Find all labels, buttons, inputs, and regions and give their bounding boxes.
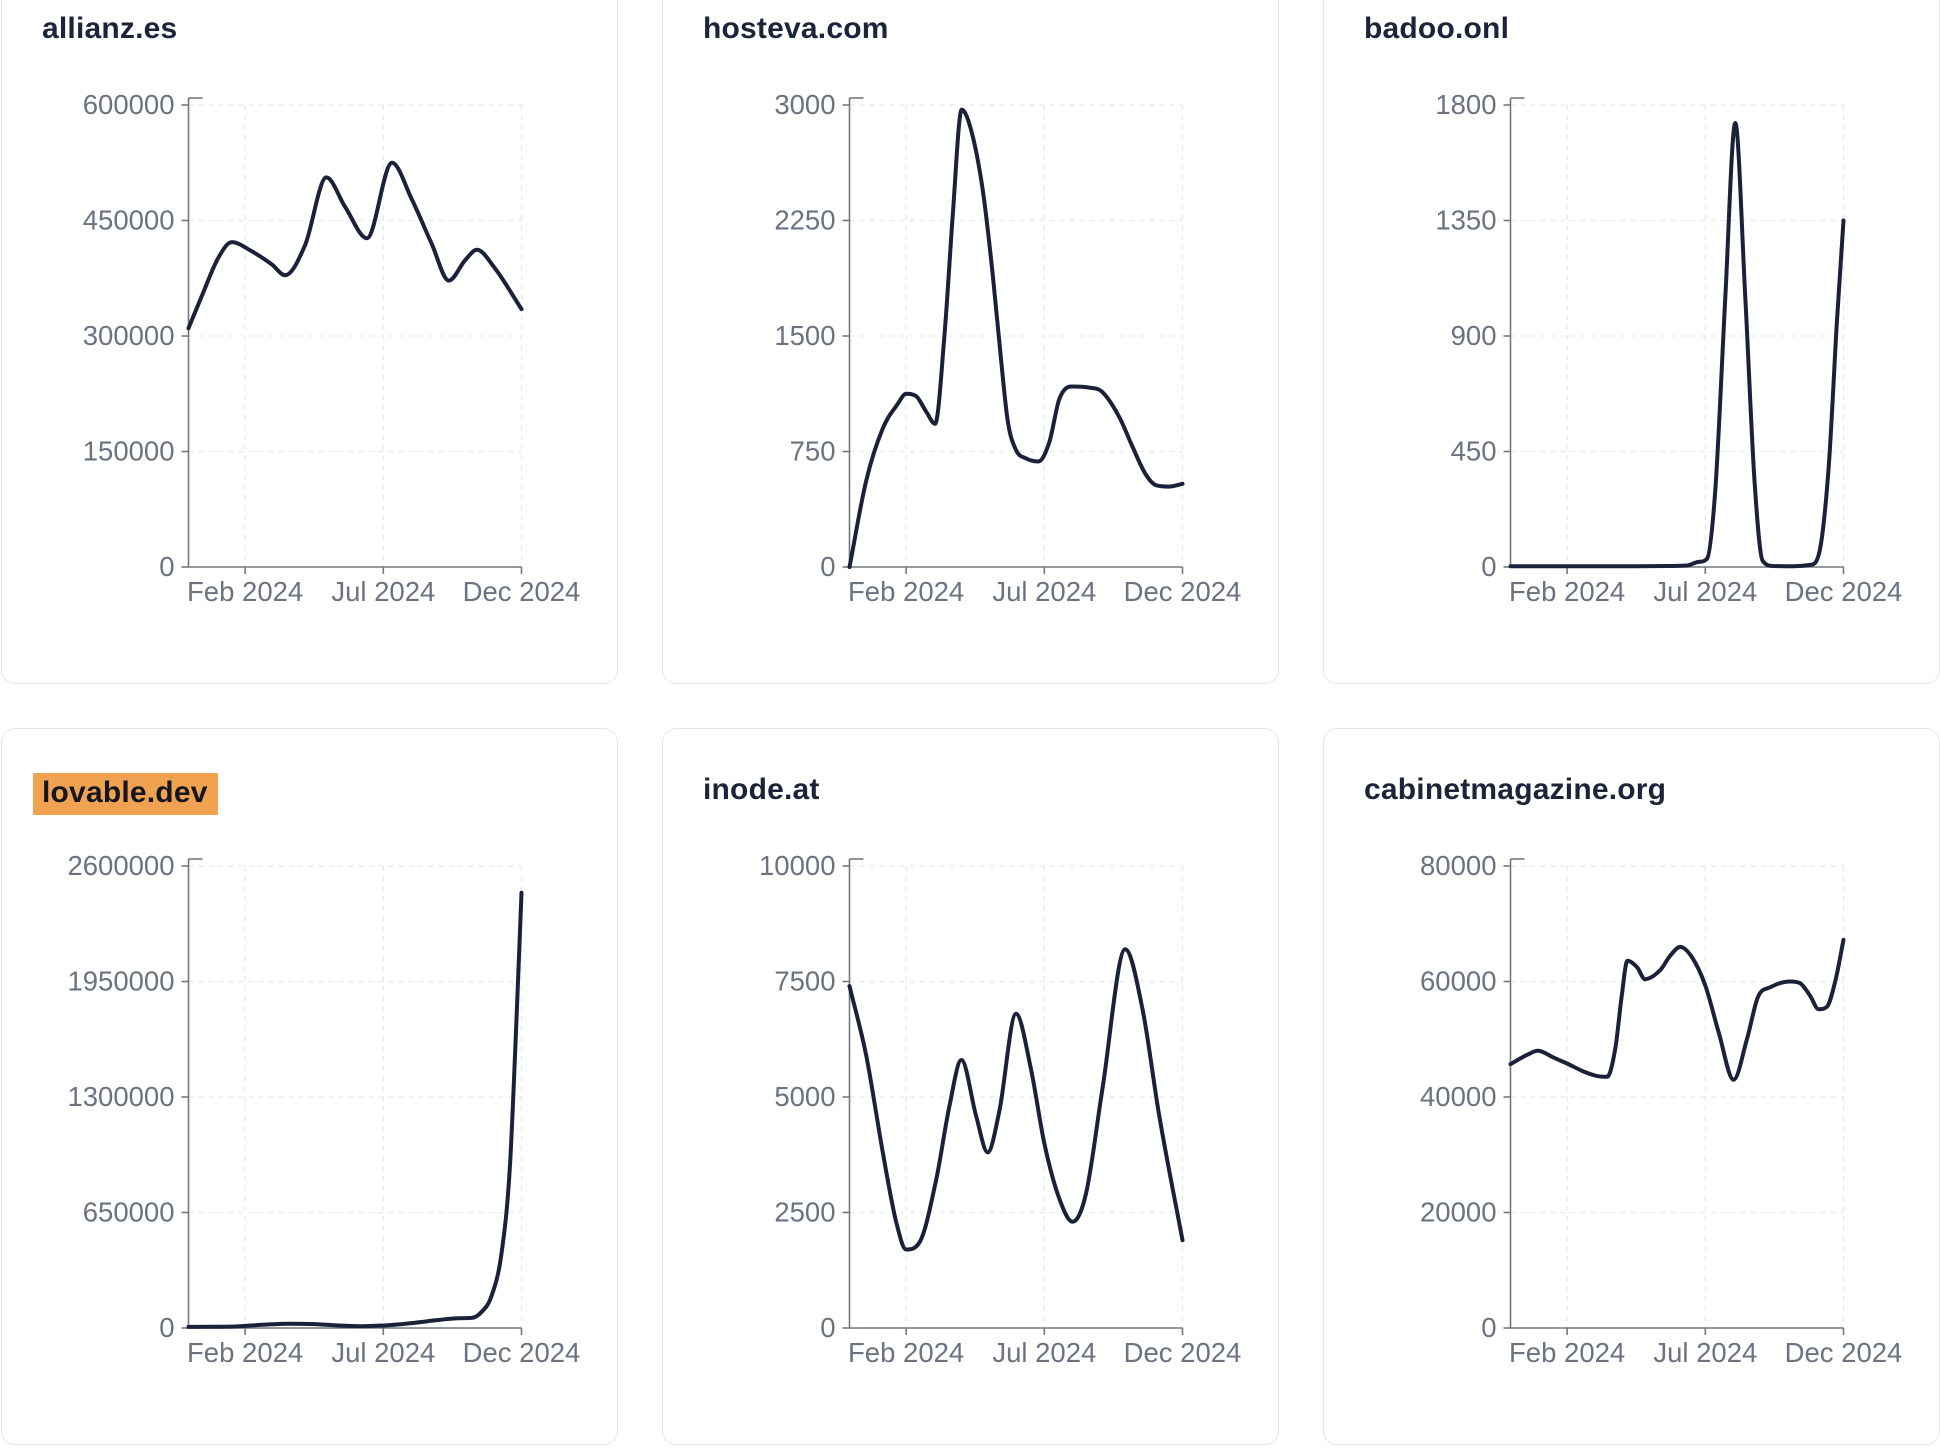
- domain-title-highlighted: lovable.dev: [33, 773, 218, 815]
- y-tick-label: 0: [159, 1312, 174, 1343]
- trend-line: [186, 160, 524, 331]
- y-tick-label: 450: [1451, 436, 1497, 467]
- traffic-trend-chart: 0 20000 40000 60000 80000 Feb 2024 Jul 2024 Dec…: [1420, 850, 1903, 1368]
- x-tick-label: Jul 2024: [331, 576, 435, 607]
- traffic-trend-chart: 0 450 900 1350 1800 Feb 2024 Jul 2024 Dec 2024: [1435, 89, 1903, 607]
- x-tick-label: Feb 2024: [1509, 576, 1625, 607]
- x-tick-label: Dec 2024: [1124, 1337, 1242, 1368]
- y-tick-label: 1500: [774, 320, 835, 351]
- x-tick-label: Jul 2024: [992, 576, 1096, 607]
- x-tick-label: Feb 2024: [187, 576, 303, 607]
- domain-title: allianz.es: [42, 12, 178, 45]
- trend-line: [847, 107, 1185, 569]
- y-tick-label: 2500: [774, 1197, 835, 1228]
- x-tick-label: Jul 2024: [331, 1337, 435, 1368]
- y-tick-label: 450000: [83, 205, 175, 236]
- card-cabinetmagazine-org: cabinetmagazine.org 0 20000 40000 60000 8000…: [1323, 728, 1940, 1445]
- y-tick-label: 750: [790, 436, 836, 467]
- y-tick-label: 1300000: [67, 1081, 174, 1112]
- traffic-trend-chart: 0 150000 300000 450000 600000 Feb 2024 Jul 202…: [83, 89, 581, 607]
- y-tick-label: 150000: [83, 436, 175, 467]
- x-tick-label: Dec 2024: [1785, 576, 1903, 607]
- y-tick-label: 40000: [1420, 1081, 1496, 1112]
- y-tick-label: 0: [820, 1312, 835, 1343]
- y-tick-label: 300000: [83, 320, 175, 351]
- trend-line: [1508, 937, 1846, 1082]
- y-tick-label: 5000: [774, 1081, 835, 1112]
- y-tick-label: 80000: [1420, 850, 1496, 881]
- domain-title: inode.at: [703, 773, 820, 806]
- trend-line: [186, 890, 524, 1329]
- traffic-trend-chart: 0 750 1500 2250 3000 Feb 2024 Jul 2024 Dec 2024: [774, 89, 1242, 607]
- card-lovable-dev: lovable.dev 0 650000 1300000 1950000 2600000…: [1, 728, 618, 1445]
- y-tick-label: 0: [820, 551, 835, 582]
- traffic-trend-chart: 0 650000 1300000 1950000 2600000 Feb 2024 Jul …: [67, 850, 581, 1368]
- x-tick-label: Jul 2024: [992, 1337, 1096, 1368]
- y-tick-label: 3000: [774, 89, 835, 120]
- card-allianz-es: allianz.es 0 150000 300000 450000 600000 Feb …: [1, 0, 618, 684]
- y-tick-label: 10000: [759, 850, 835, 881]
- card-badoo-onl: badoo.onl 0 450 900 1350 1800 Feb 2024 Jul 202…: [1323, 0, 1940, 684]
- y-tick-label: 650000: [83, 1197, 175, 1228]
- domain-title: badoo.onl: [1364, 12, 1510, 45]
- y-tick-label: 1800: [1435, 89, 1496, 120]
- y-tick-label: 0: [1481, 1312, 1496, 1343]
- card-hosteva-com: hosteva.com 0 750 1500 2250 3000 Feb 2024 Jul …: [662, 0, 1279, 684]
- trend-line: [847, 947, 1185, 1252]
- y-tick-label: 0: [1481, 551, 1496, 582]
- x-tick-label: Feb 2024: [187, 1337, 303, 1368]
- x-tick-label: Feb 2024: [1509, 1337, 1625, 1368]
- y-tick-label: 60000: [1420, 966, 1496, 997]
- trend-line: [1508, 121, 1846, 569]
- x-tick-label: Feb 2024: [848, 1337, 964, 1368]
- y-tick-label: 1350: [1435, 205, 1496, 236]
- domain-title: hosteva.com: [703, 12, 889, 45]
- x-tick-label: Dec 2024: [463, 576, 581, 607]
- x-tick-label: Jul 2024: [1653, 576, 1757, 607]
- x-tick-label: Feb 2024: [848, 576, 964, 607]
- x-tick-label: Dec 2024: [463, 1337, 581, 1368]
- y-tick-label: 7500: [774, 966, 835, 997]
- y-tick-label: 20000: [1420, 1197, 1496, 1228]
- y-tick-label: 2600000: [67, 850, 174, 881]
- y-tick-label: 1950000: [67, 966, 174, 997]
- y-tick-label: 2250: [774, 205, 835, 236]
- y-tick-label: 600000: [83, 89, 175, 120]
- y-tick-label: 900: [1451, 320, 1497, 351]
- x-tick-label: Dec 2024: [1785, 1337, 1903, 1368]
- x-tick-label: Jul 2024: [1653, 1337, 1757, 1368]
- y-tick-label: 0: [159, 551, 174, 582]
- card-inode-at: inode.at 0 2500 5000 7500 10000 Feb 2024 Jul 2…: [662, 728, 1279, 1445]
- x-tick-label: Dec 2024: [1124, 576, 1242, 607]
- traffic-trend-chart: 0 2500 5000 7500 10000 Feb 2024 Jul 2024 Dec 20…: [759, 850, 1242, 1368]
- domain-title: cabinetmagazine.org: [1364, 773, 1667, 806]
